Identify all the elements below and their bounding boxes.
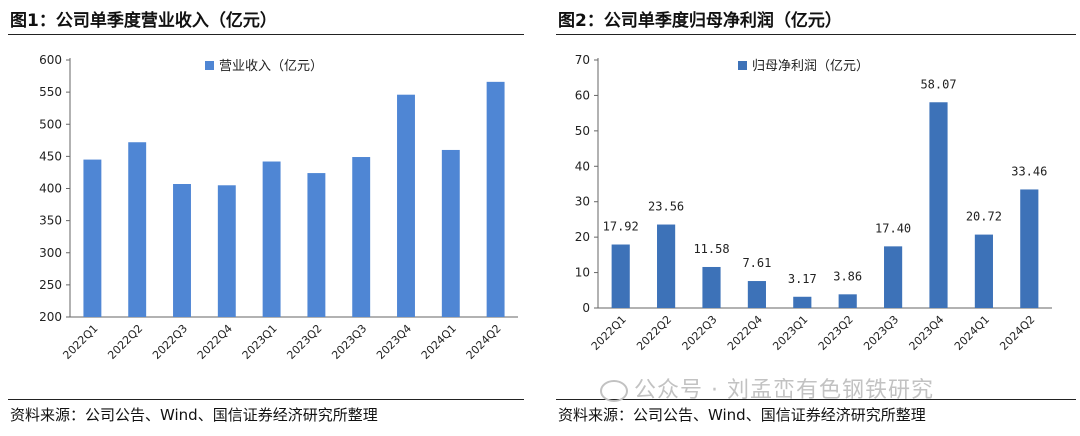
x-tick-label: 2023Q3 [329, 322, 369, 362]
data-label: 17.40 [875, 221, 911, 235]
figure-title: 图1：公司单季度营业收入（亿元） [10, 11, 277, 31]
y-tick-label: 50 [575, 124, 590, 138]
bar-2022Q4 [747, 281, 766, 308]
bar-2022Q3 [702, 266, 721, 308]
data-label: 58.07 [920, 77, 956, 91]
y-tick-label: 400 [39, 182, 62, 196]
x-tick-label: 2023Q4 [907, 313, 947, 353]
data-label: 33.46 [1011, 164, 1047, 178]
y-tick-label: 60 [575, 88, 590, 102]
bar-2022Q4 [217, 185, 236, 317]
x-tick-label: 2024Q1 [419, 322, 459, 362]
x-tick-label: 2024Q1 [952, 313, 992, 353]
bar-2023Q4 [929, 102, 948, 308]
y-tick-label: 500 [39, 117, 62, 131]
y-tick-label: 0 [582, 301, 590, 315]
bar-2022Q1 [83, 159, 102, 317]
data-label: 3.17 [788, 272, 817, 286]
y-tick-label: 250 [39, 278, 62, 292]
x-tick-label: 2023Q2 [816, 313, 856, 353]
bar-2023Q3 [884, 246, 903, 308]
data-label: 3.86 [833, 269, 862, 283]
bar-2022Q1 [611, 244, 630, 308]
chart-panel-revenue: 图1：公司单季度营业收入（亿元） 200 250 300 350 400 450 500 55… [0, 0, 528, 436]
bar-2024Q2 [486, 81, 505, 317]
bar-2023Q1 [262, 161, 281, 317]
x-tick-label: 2023Q2 [284, 322, 324, 362]
x-tick-label: 2023Q1 [770, 313, 810, 353]
legend-swatch [205, 61, 214, 70]
bar-2023Q2 [307, 173, 326, 317]
data-label: 20.72 [966, 210, 1002, 224]
x-tick-label: 2022Q2 [634, 313, 674, 353]
bar-2024Q2 [1020, 189, 1039, 308]
y-tick-label: 10 [575, 266, 590, 280]
y-tick-label: 550 [39, 85, 62, 99]
net-profit-bar-chart: 0 10 20 30 40 50 60 70 2022Q1 17.92 2022Q2 23.56 202… [575, 53, 1052, 353]
data-label: 7.61 [742, 256, 771, 270]
figure-title: 图2：公司单季度归母净利润（亿元） [558, 11, 842, 31]
x-tick-label: 2022Q1 [60, 322, 100, 362]
bar-2022Q2 [657, 224, 676, 308]
y-tick-label: 450 [39, 149, 62, 163]
y-tick-label: 40 [575, 159, 590, 173]
y-tick-label: 300 [39, 246, 62, 260]
bar-2022Q3 [173, 184, 191, 317]
x-tick-label: 2023Q1 [240, 322, 280, 362]
legend-label: 归母净利润（亿元） [752, 59, 869, 74]
y-tick-label: 600 [39, 53, 62, 67]
bar-2024Q1 [974, 234, 993, 308]
x-tick-label: 2022Q4 [195, 322, 235, 362]
x-tick-label: 2024Q2 [997, 313, 1037, 353]
watermark: 公众号 · 刘孟峦有色钢铁研究 [600, 372, 934, 404]
data-label: 23.56 [648, 200, 684, 214]
x-tick-label: 2023Q4 [374, 322, 414, 362]
x-tick-label: 2022Q3 [150, 322, 190, 362]
y-tick-label: 20 [575, 230, 590, 244]
source-divider [556, 399, 1076, 400]
y-tick-label: 70 [575, 53, 590, 67]
source-note: 资料来源：公司公告、Wind、国信证券经济研究所整理 [10, 406, 378, 424]
bar-2023Q2 [838, 294, 857, 308]
wechat-icon [600, 380, 628, 402]
x-tick-label: 2022Q1 [589, 313, 629, 353]
source-divider [8, 399, 524, 400]
x-tick-label: 2024Q2 [464, 322, 504, 362]
x-tick-label: 2022Q3 [680, 313, 720, 353]
bar-2023Q4 [397, 94, 415, 317]
source-note: 资料来源：公司公告、Wind、国信证券经济研究所整理 [558, 406, 926, 424]
data-label: 11.58 [693, 242, 729, 256]
x-tick-label: 2023Q3 [861, 313, 901, 353]
y-tick-label: 350 [39, 214, 62, 228]
x-tick-label: 2022Q2 [105, 322, 145, 362]
watermark-text: 公众号 · 刘孟峦有色钢铁研究 [634, 378, 934, 403]
legend-swatch [738, 61, 747, 70]
data-label: 17.92 [603, 220, 639, 234]
bar-2022Q2 [128, 142, 147, 317]
y-tick-label: 30 [575, 195, 590, 209]
chart-panel-net-profit: 图2：公司单季度归母净利润（亿元） 0 10 20 30 40 50 60 70 2022Q1 1… [548, 0, 1080, 436]
bar-2023Q3 [352, 157, 371, 317]
bar-2024Q1 [441, 149, 460, 317]
x-tick-label: 2022Q4 [725, 313, 765, 353]
bar-2023Q1 [793, 296, 812, 308]
y-tick-label: 200 [39, 310, 62, 324]
title-divider [556, 34, 1076, 35]
title-divider [8, 34, 524, 35]
legend-label: 营业收入（亿元） [219, 59, 323, 74]
